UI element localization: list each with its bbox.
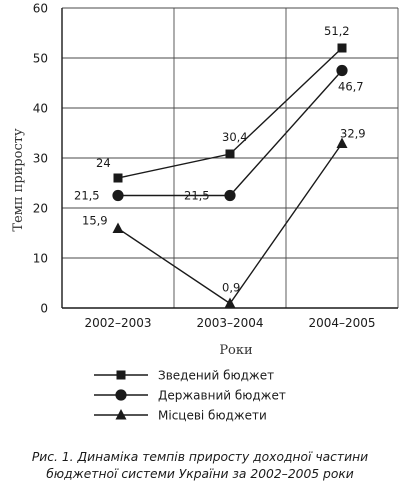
data-label-s3-3: 32,9 xyxy=(340,127,366,141)
data-label-s2-1: 21,5 xyxy=(74,189,100,203)
legend-label-1: Зведений бюджет xyxy=(158,369,274,383)
data-label-s1-1: 24 xyxy=(96,156,111,170)
data-labels: 24 30,4 51,2 21,5 21,5 46,7 15,9 0,9 32,9 xyxy=(74,24,366,295)
point-s3-1 xyxy=(112,222,124,233)
point-s1-3 xyxy=(337,43,347,53)
data-label-s1-2: 30,4 xyxy=(222,130,248,144)
y-tick-label-60: 60 xyxy=(33,2,48,16)
x-axis-title: Роки xyxy=(219,343,252,358)
y-tick-label-30: 30 xyxy=(33,152,48,166)
y-tick-label-0: 0 xyxy=(40,302,48,316)
chart: 0 10 20 30 40 50 60 2002–2003 2003–2004 2004–2005… xyxy=(11,2,399,423)
y-tick-label-10: 10 xyxy=(33,252,48,266)
data-label-s2-3: 46,7 xyxy=(338,80,364,94)
series-line-3 xyxy=(117,143,343,305)
x-tick-label-3: 2004–2005 xyxy=(308,316,375,330)
legend: Зведений бюджет Державний бюджет Місцеві б… xyxy=(94,369,286,423)
figure-caption: Рис. 1. Динаміка темпів приросту доходно… xyxy=(10,449,390,483)
point-s3-2 xyxy=(224,297,236,308)
y-axis-title: Темп приросту xyxy=(11,128,26,232)
legend-label-2: Державний бюджет xyxy=(158,389,286,403)
point-s1-2 xyxy=(225,149,235,159)
caption-line-1: Рис. 1. Динаміка темпів приросту доходно… xyxy=(31,450,369,464)
point-s2-3 xyxy=(336,64,348,77)
y-tick-label-20: 20 xyxy=(33,202,48,216)
data-label-s1-3: 51,2 xyxy=(324,24,350,38)
legend-marker-3 xyxy=(115,409,127,420)
axes: 0 10 20 30 40 50 60 2002–2003 2003–2004 2004–2005 xyxy=(33,2,398,330)
point-s3-3 xyxy=(336,137,348,148)
legend-marker-2 xyxy=(115,389,127,401)
gridlines xyxy=(62,7,399,308)
data-label-s2-2: 21,5 xyxy=(184,189,210,203)
point-s1-1 xyxy=(113,173,123,183)
y-tick-label-50: 50 xyxy=(33,52,48,66)
legend-marker-1 xyxy=(116,370,126,380)
series-lines xyxy=(112,43,348,308)
data-label-s3-1: 15,9 xyxy=(82,214,108,228)
x-tick-label-2: 2003–2004 xyxy=(196,316,263,330)
y-tick-label-40: 40 xyxy=(33,102,48,116)
caption-line-2: бюджетної системи України за 2002–2005 р… xyxy=(46,467,354,481)
point-s2-2 xyxy=(224,189,236,202)
data-label-s3-2: 0,9 xyxy=(222,281,240,295)
legend-label-3: Місцеві бюджети xyxy=(158,409,267,423)
x-tick-label-1: 2002–2003 xyxy=(84,316,151,330)
point-s2-1 xyxy=(112,189,124,202)
